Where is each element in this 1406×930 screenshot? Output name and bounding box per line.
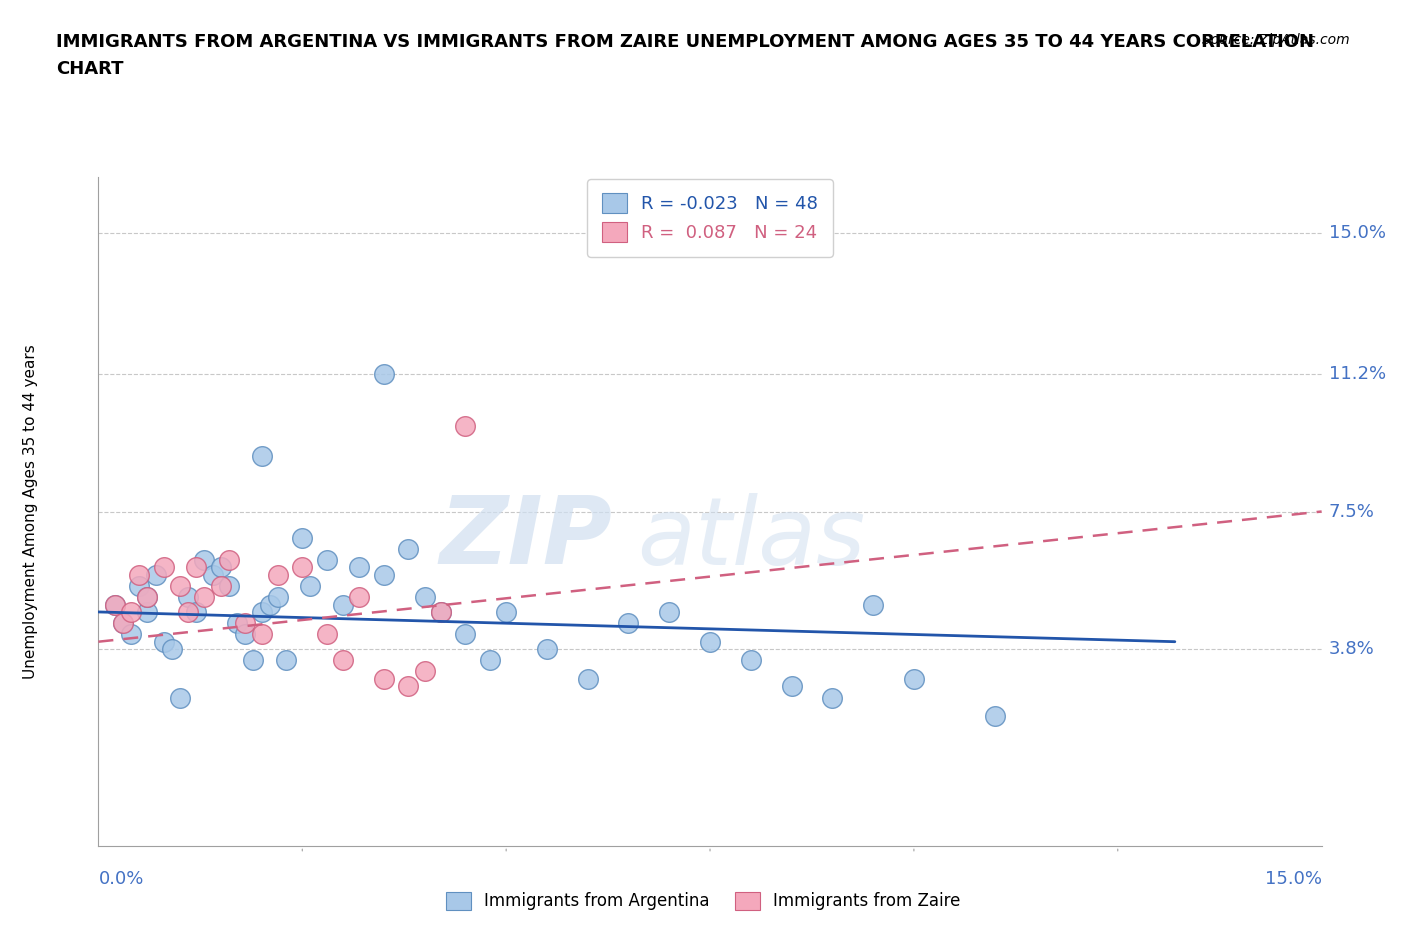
Legend: Immigrants from Argentina, Immigrants from Zaire: Immigrants from Argentina, Immigrants fr… bbox=[439, 885, 967, 917]
Point bbox=[699, 634, 721, 649]
Point bbox=[186, 560, 208, 575]
Point bbox=[104, 597, 127, 612]
Point bbox=[259, 597, 281, 612]
Point bbox=[536, 642, 558, 657]
Text: CHART: CHART bbox=[56, 60, 124, 78]
Point bbox=[274, 653, 297, 668]
Point bbox=[984, 709, 1007, 724]
Point bbox=[413, 590, 436, 604]
Point bbox=[250, 604, 273, 619]
Point bbox=[169, 690, 191, 705]
Text: 7.5%: 7.5% bbox=[1329, 502, 1375, 521]
Text: Unemployment Among Ages 35 to 44 years: Unemployment Among Ages 35 to 44 years bbox=[24, 344, 38, 679]
Point bbox=[169, 578, 191, 593]
Point bbox=[218, 578, 240, 593]
Point bbox=[349, 590, 371, 604]
Point bbox=[104, 597, 127, 612]
Point bbox=[250, 627, 273, 642]
Point bbox=[862, 597, 884, 612]
Point bbox=[160, 642, 183, 657]
Point bbox=[120, 604, 142, 619]
Point bbox=[315, 627, 337, 642]
Point bbox=[658, 604, 681, 619]
Point bbox=[136, 604, 159, 619]
Point bbox=[111, 616, 134, 631]
Point bbox=[233, 627, 256, 642]
Point bbox=[903, 671, 925, 686]
Point bbox=[413, 664, 436, 679]
Point bbox=[136, 590, 159, 604]
Text: Source: ZipAtlas.com: Source: ZipAtlas.com bbox=[1202, 33, 1350, 46]
Point bbox=[209, 560, 232, 575]
Point bbox=[128, 578, 150, 593]
Point bbox=[201, 567, 224, 582]
Text: 11.2%: 11.2% bbox=[1329, 365, 1386, 383]
Point bbox=[186, 604, 208, 619]
Point bbox=[111, 616, 134, 631]
Point bbox=[209, 578, 232, 593]
Legend: R = -0.023   N = 48, R =  0.087   N = 24: R = -0.023 N = 48, R = 0.087 N = 24 bbox=[588, 179, 832, 257]
Point bbox=[396, 679, 419, 694]
Point bbox=[291, 560, 314, 575]
Text: 15.0%: 15.0% bbox=[1329, 223, 1386, 242]
Text: 0.0%: 0.0% bbox=[98, 870, 143, 887]
Text: 15.0%: 15.0% bbox=[1264, 870, 1322, 887]
Point bbox=[193, 590, 215, 604]
Point bbox=[226, 616, 249, 631]
Point bbox=[454, 627, 477, 642]
Point bbox=[267, 567, 290, 582]
Point bbox=[136, 590, 159, 604]
Point bbox=[193, 552, 215, 567]
Point bbox=[396, 541, 419, 556]
Text: atlas: atlas bbox=[637, 493, 865, 584]
Text: 3.8%: 3.8% bbox=[1329, 640, 1375, 658]
Point bbox=[242, 653, 264, 668]
Point bbox=[250, 448, 273, 463]
Point bbox=[267, 590, 290, 604]
Point bbox=[349, 560, 371, 575]
Point bbox=[576, 671, 599, 686]
Point bbox=[780, 679, 803, 694]
Point bbox=[373, 567, 395, 582]
Point bbox=[291, 530, 314, 545]
Point bbox=[617, 616, 640, 631]
Text: ZIP: ZIP bbox=[439, 492, 612, 584]
Point bbox=[177, 590, 200, 604]
Point bbox=[373, 366, 395, 381]
Point bbox=[332, 653, 354, 668]
Point bbox=[145, 567, 167, 582]
Point bbox=[821, 690, 844, 705]
Text: IMMIGRANTS FROM ARGENTINA VS IMMIGRANTS FROM ZAIRE UNEMPLOYMENT AMONG AGES 35 TO: IMMIGRANTS FROM ARGENTINA VS IMMIGRANTS … bbox=[56, 33, 1315, 50]
Point bbox=[495, 604, 517, 619]
Point bbox=[478, 653, 501, 668]
Point bbox=[128, 567, 150, 582]
Point bbox=[177, 604, 200, 619]
Point bbox=[299, 578, 322, 593]
Point bbox=[233, 616, 256, 631]
Point bbox=[332, 597, 354, 612]
Point bbox=[152, 634, 174, 649]
Point bbox=[218, 552, 240, 567]
Point bbox=[430, 604, 453, 619]
Point bbox=[454, 418, 477, 433]
Point bbox=[315, 552, 337, 567]
Point bbox=[152, 560, 174, 575]
Point bbox=[740, 653, 762, 668]
Point bbox=[373, 671, 395, 686]
Point bbox=[120, 627, 142, 642]
Point bbox=[430, 604, 453, 619]
